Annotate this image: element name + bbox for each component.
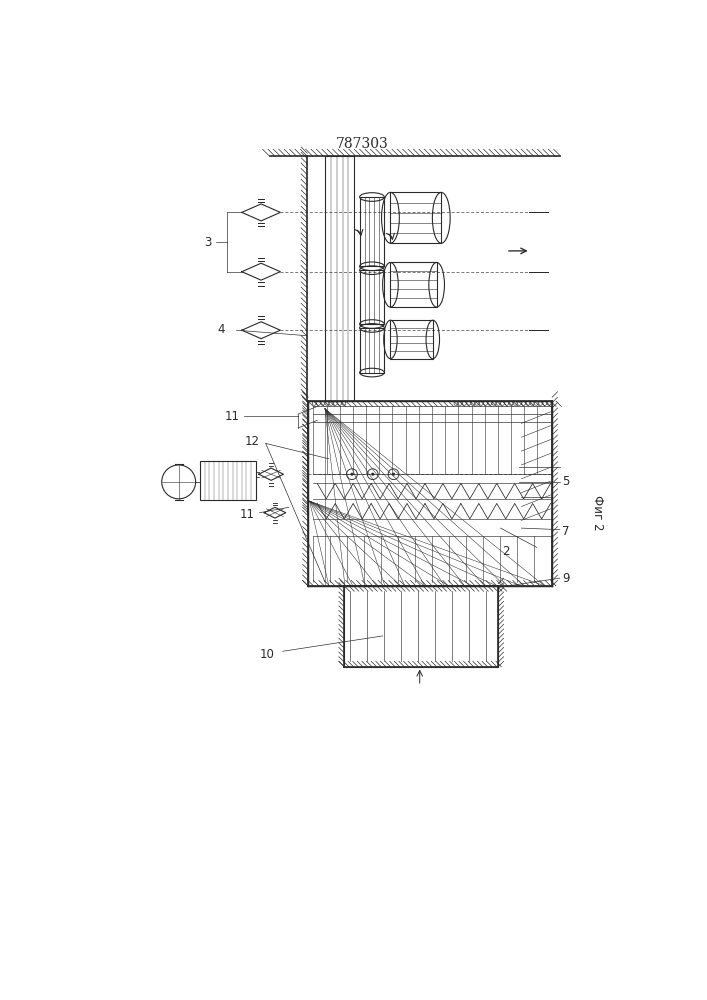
Bar bbox=[344, 586, 498, 667]
Text: 2: 2 bbox=[502, 545, 510, 558]
Text: 12: 12 bbox=[245, 435, 259, 448]
Text: 5: 5 bbox=[562, 475, 570, 488]
Text: 787303: 787303 bbox=[336, 137, 388, 151]
Text: 11: 11 bbox=[240, 508, 255, 521]
Bar bbox=[360, 328, 385, 373]
Text: Фиг 2: Фиг 2 bbox=[590, 495, 604, 530]
Circle shape bbox=[351, 473, 354, 476]
Bar bbox=[200, 461, 256, 500]
Bar bbox=[390, 262, 437, 307]
Bar bbox=[360, 197, 385, 266]
Text: 9: 9 bbox=[562, 572, 570, 585]
Circle shape bbox=[371, 473, 374, 476]
Bar bbox=[390, 192, 441, 243]
Bar bbox=[360, 270, 385, 324]
Circle shape bbox=[392, 473, 395, 476]
Text: 7: 7 bbox=[562, 525, 570, 538]
Text: 4: 4 bbox=[217, 323, 225, 336]
Bar bbox=[325, 156, 354, 401]
Text: 11: 11 bbox=[225, 410, 240, 423]
Bar bbox=[390, 320, 433, 359]
Text: 10: 10 bbox=[260, 648, 275, 661]
Text: 3: 3 bbox=[204, 236, 212, 249]
